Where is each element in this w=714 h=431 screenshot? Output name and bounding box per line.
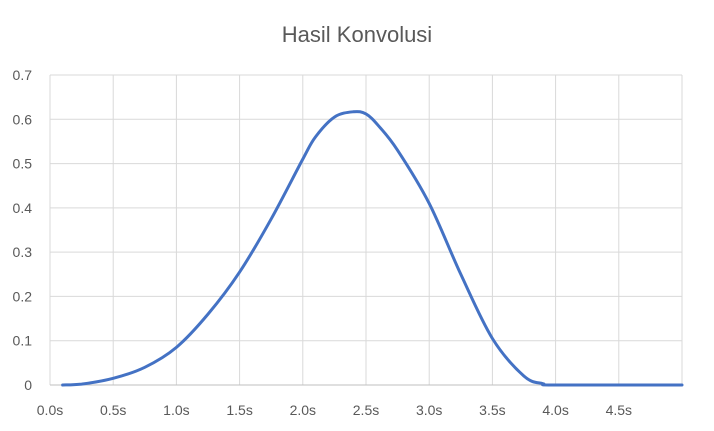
x-axis-tick-labels: 0.0s 0.5s 1.0s 1.5s 2.0s 2.5s 3.0s 3.5s 4.0s 4.5s — [37, 402, 632, 418]
x-tick-label: 2.5s — [353, 402, 379, 418]
y-tick-label: 0.4 — [13, 200, 33, 216]
vertical-gridlines — [49, 75, 683, 385]
y-tick-label: 0.5 — [13, 156, 33, 172]
x-tick-label: 4.5s — [606, 402, 632, 418]
y-tick-label: 0.6 — [13, 111, 33, 127]
y-tick-label: 0.7 — [13, 67, 33, 83]
x-tick-label: 0.5s — [100, 402, 126, 418]
x-tick-label: 0.0s — [37, 402, 63, 418]
x-tick-label: 2.0s — [290, 402, 316, 418]
y-tick-label: 0 — [24, 377, 32, 393]
chart-title: Hasil Konvolusi — [282, 22, 432, 47]
y-tick-label: 0.3 — [13, 244, 33, 260]
x-tick-label: 1.0s — [163, 402, 189, 418]
y-tick-label: 0.2 — [13, 288, 33, 304]
y-tick-label: 0.1 — [13, 333, 33, 349]
y-axis-tick-labels: 0 0.1 0.2 0.3 0.4 0.5 0.6 0.7 — [13, 67, 33, 393]
x-tick-label: 4.0s — [542, 402, 568, 418]
series-line — [61, 110, 684, 387]
horizontal-gridlines — [50, 74, 682, 386]
series-layer — [61, 110, 684, 387]
x-tick-label: 3.0s — [416, 402, 442, 418]
x-tick-label: 1.5s — [226, 402, 252, 418]
x-tick-label: 3.5s — [479, 402, 505, 418]
